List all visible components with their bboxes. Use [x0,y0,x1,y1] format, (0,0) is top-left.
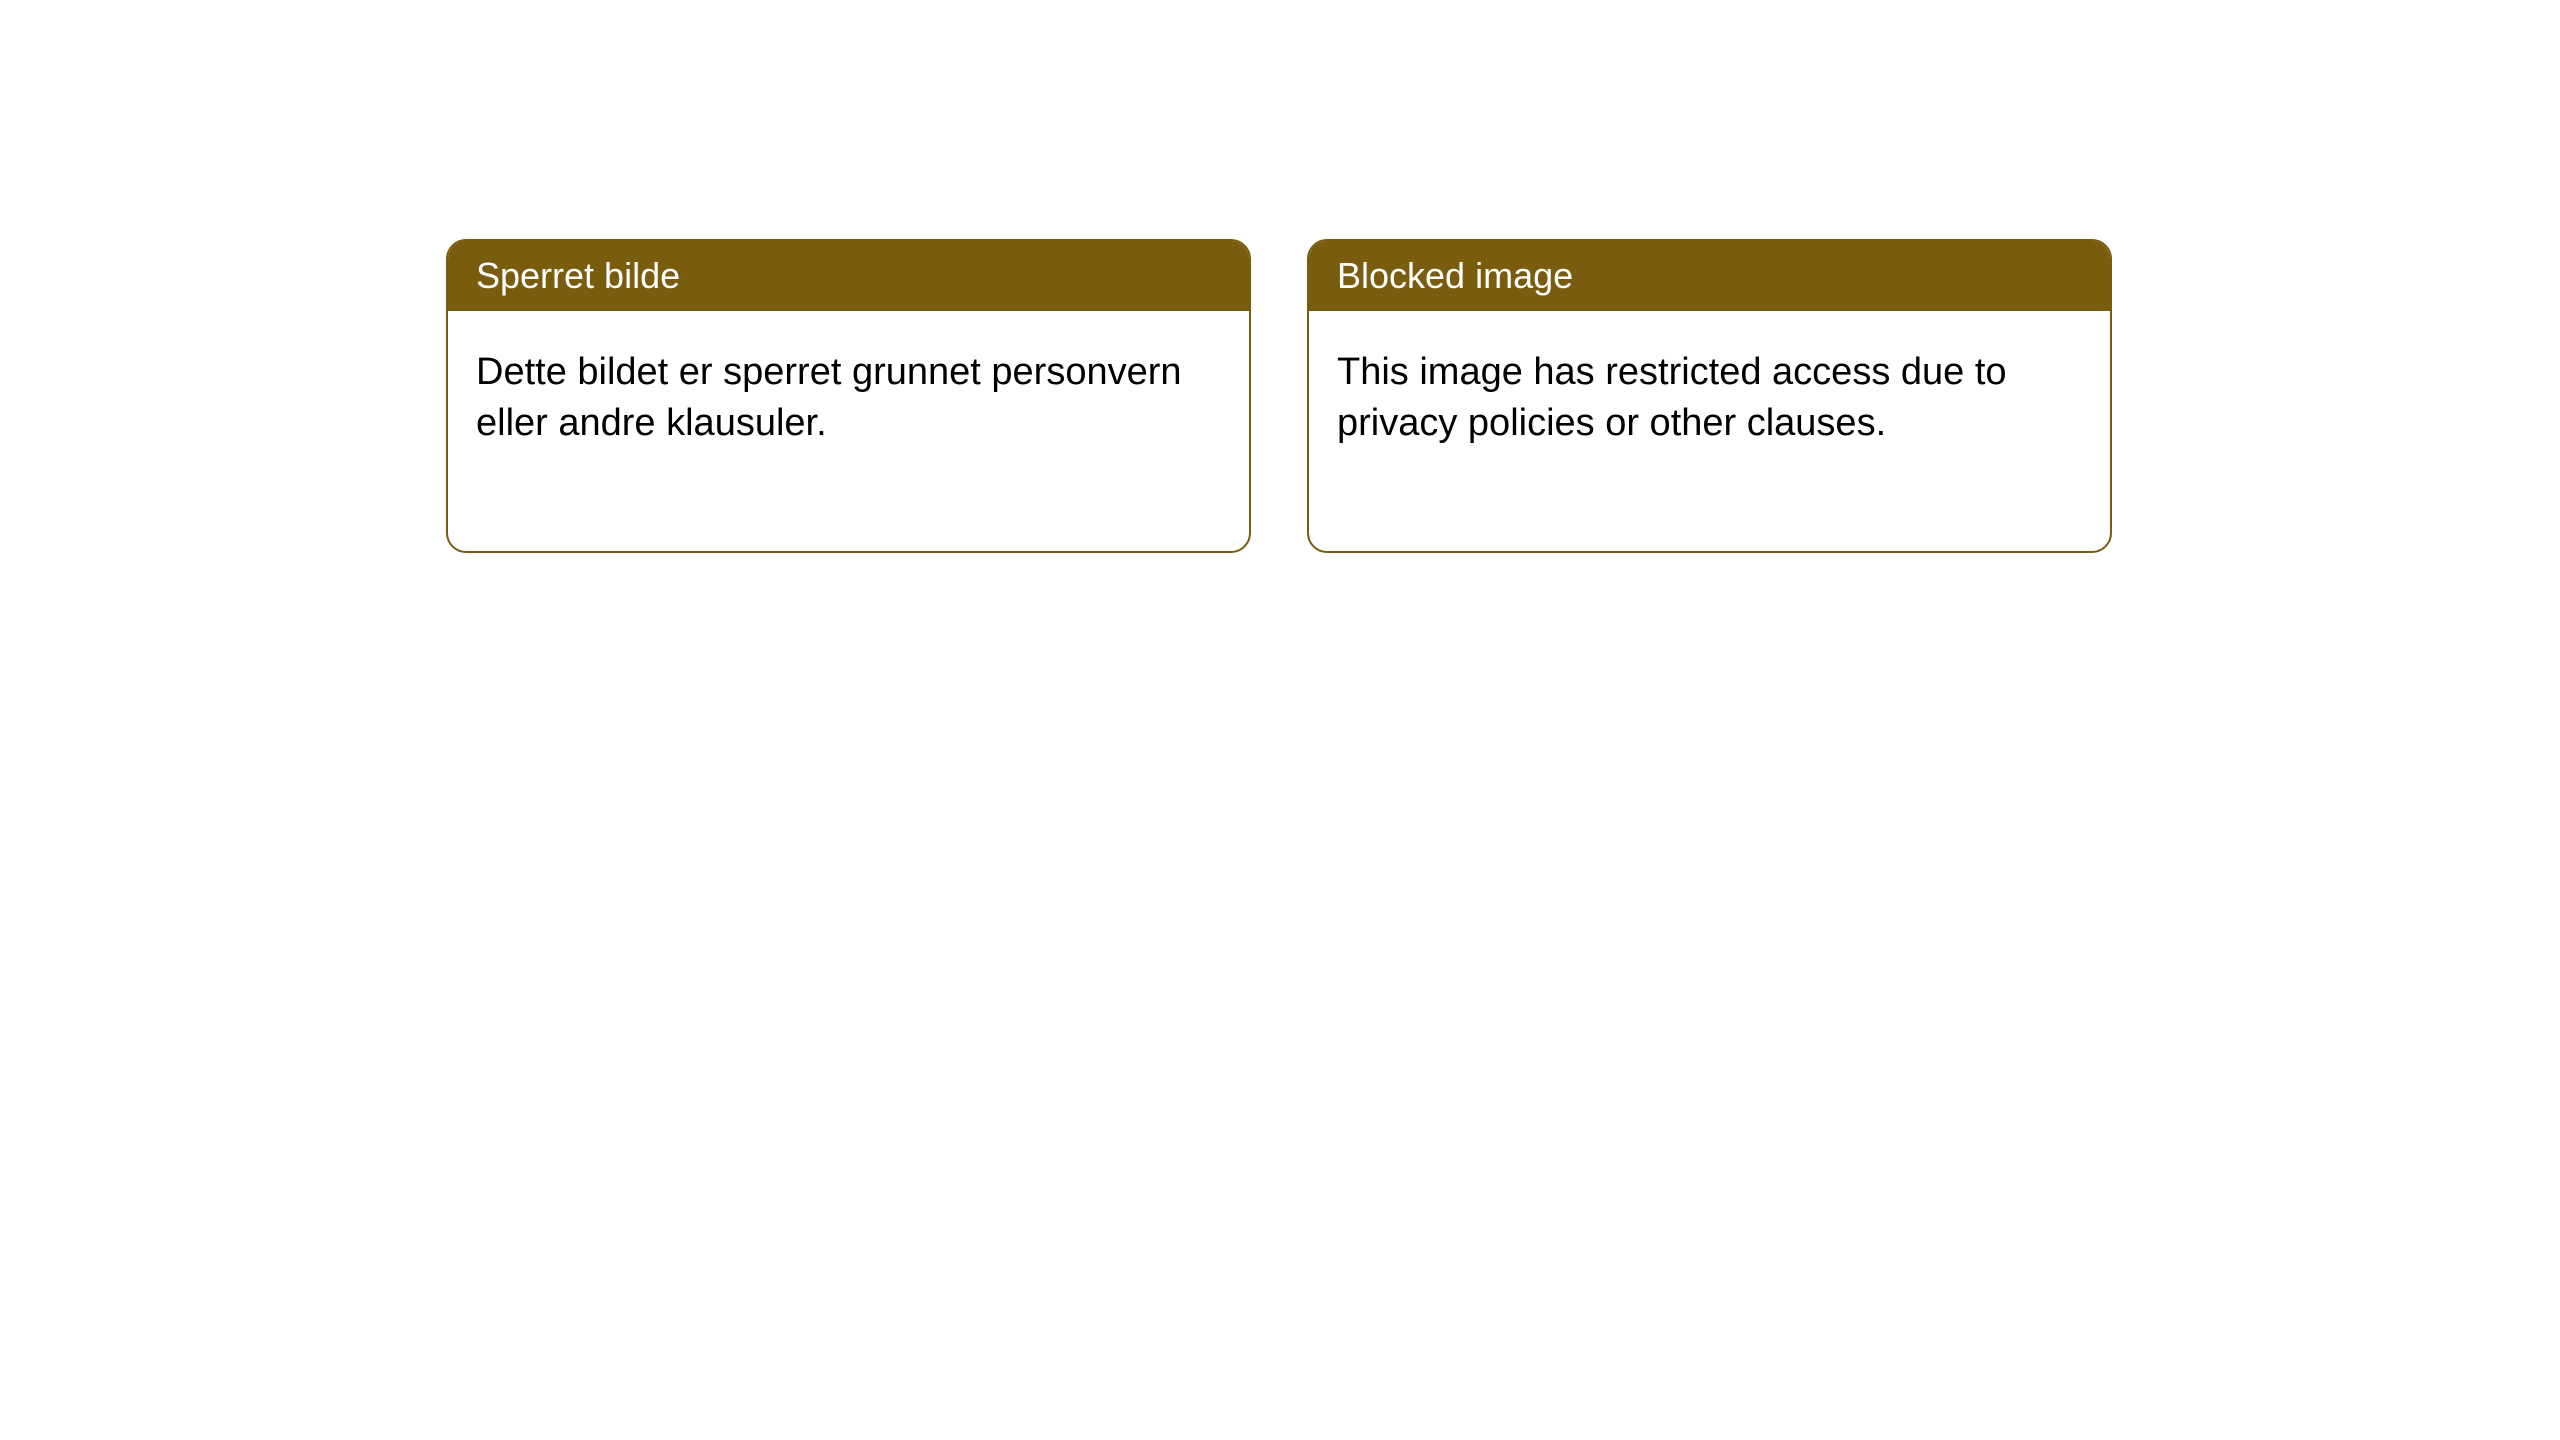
blocked-image-card-no: Sperret bilde Dette bildet er sperret gr… [446,239,1251,553]
blocked-image-card-en: Blocked image This image has restricted … [1307,239,2112,553]
card-header-no: Sperret bilde [448,241,1249,311]
card-body-no: Dette bildet er sperret grunnet personve… [448,311,1249,551]
card-body-en: This image has restricted access due to … [1309,311,2110,551]
card-header-en: Blocked image [1309,241,2110,311]
cards-container: Sperret bilde Dette bildet er sperret gr… [0,0,2560,553]
